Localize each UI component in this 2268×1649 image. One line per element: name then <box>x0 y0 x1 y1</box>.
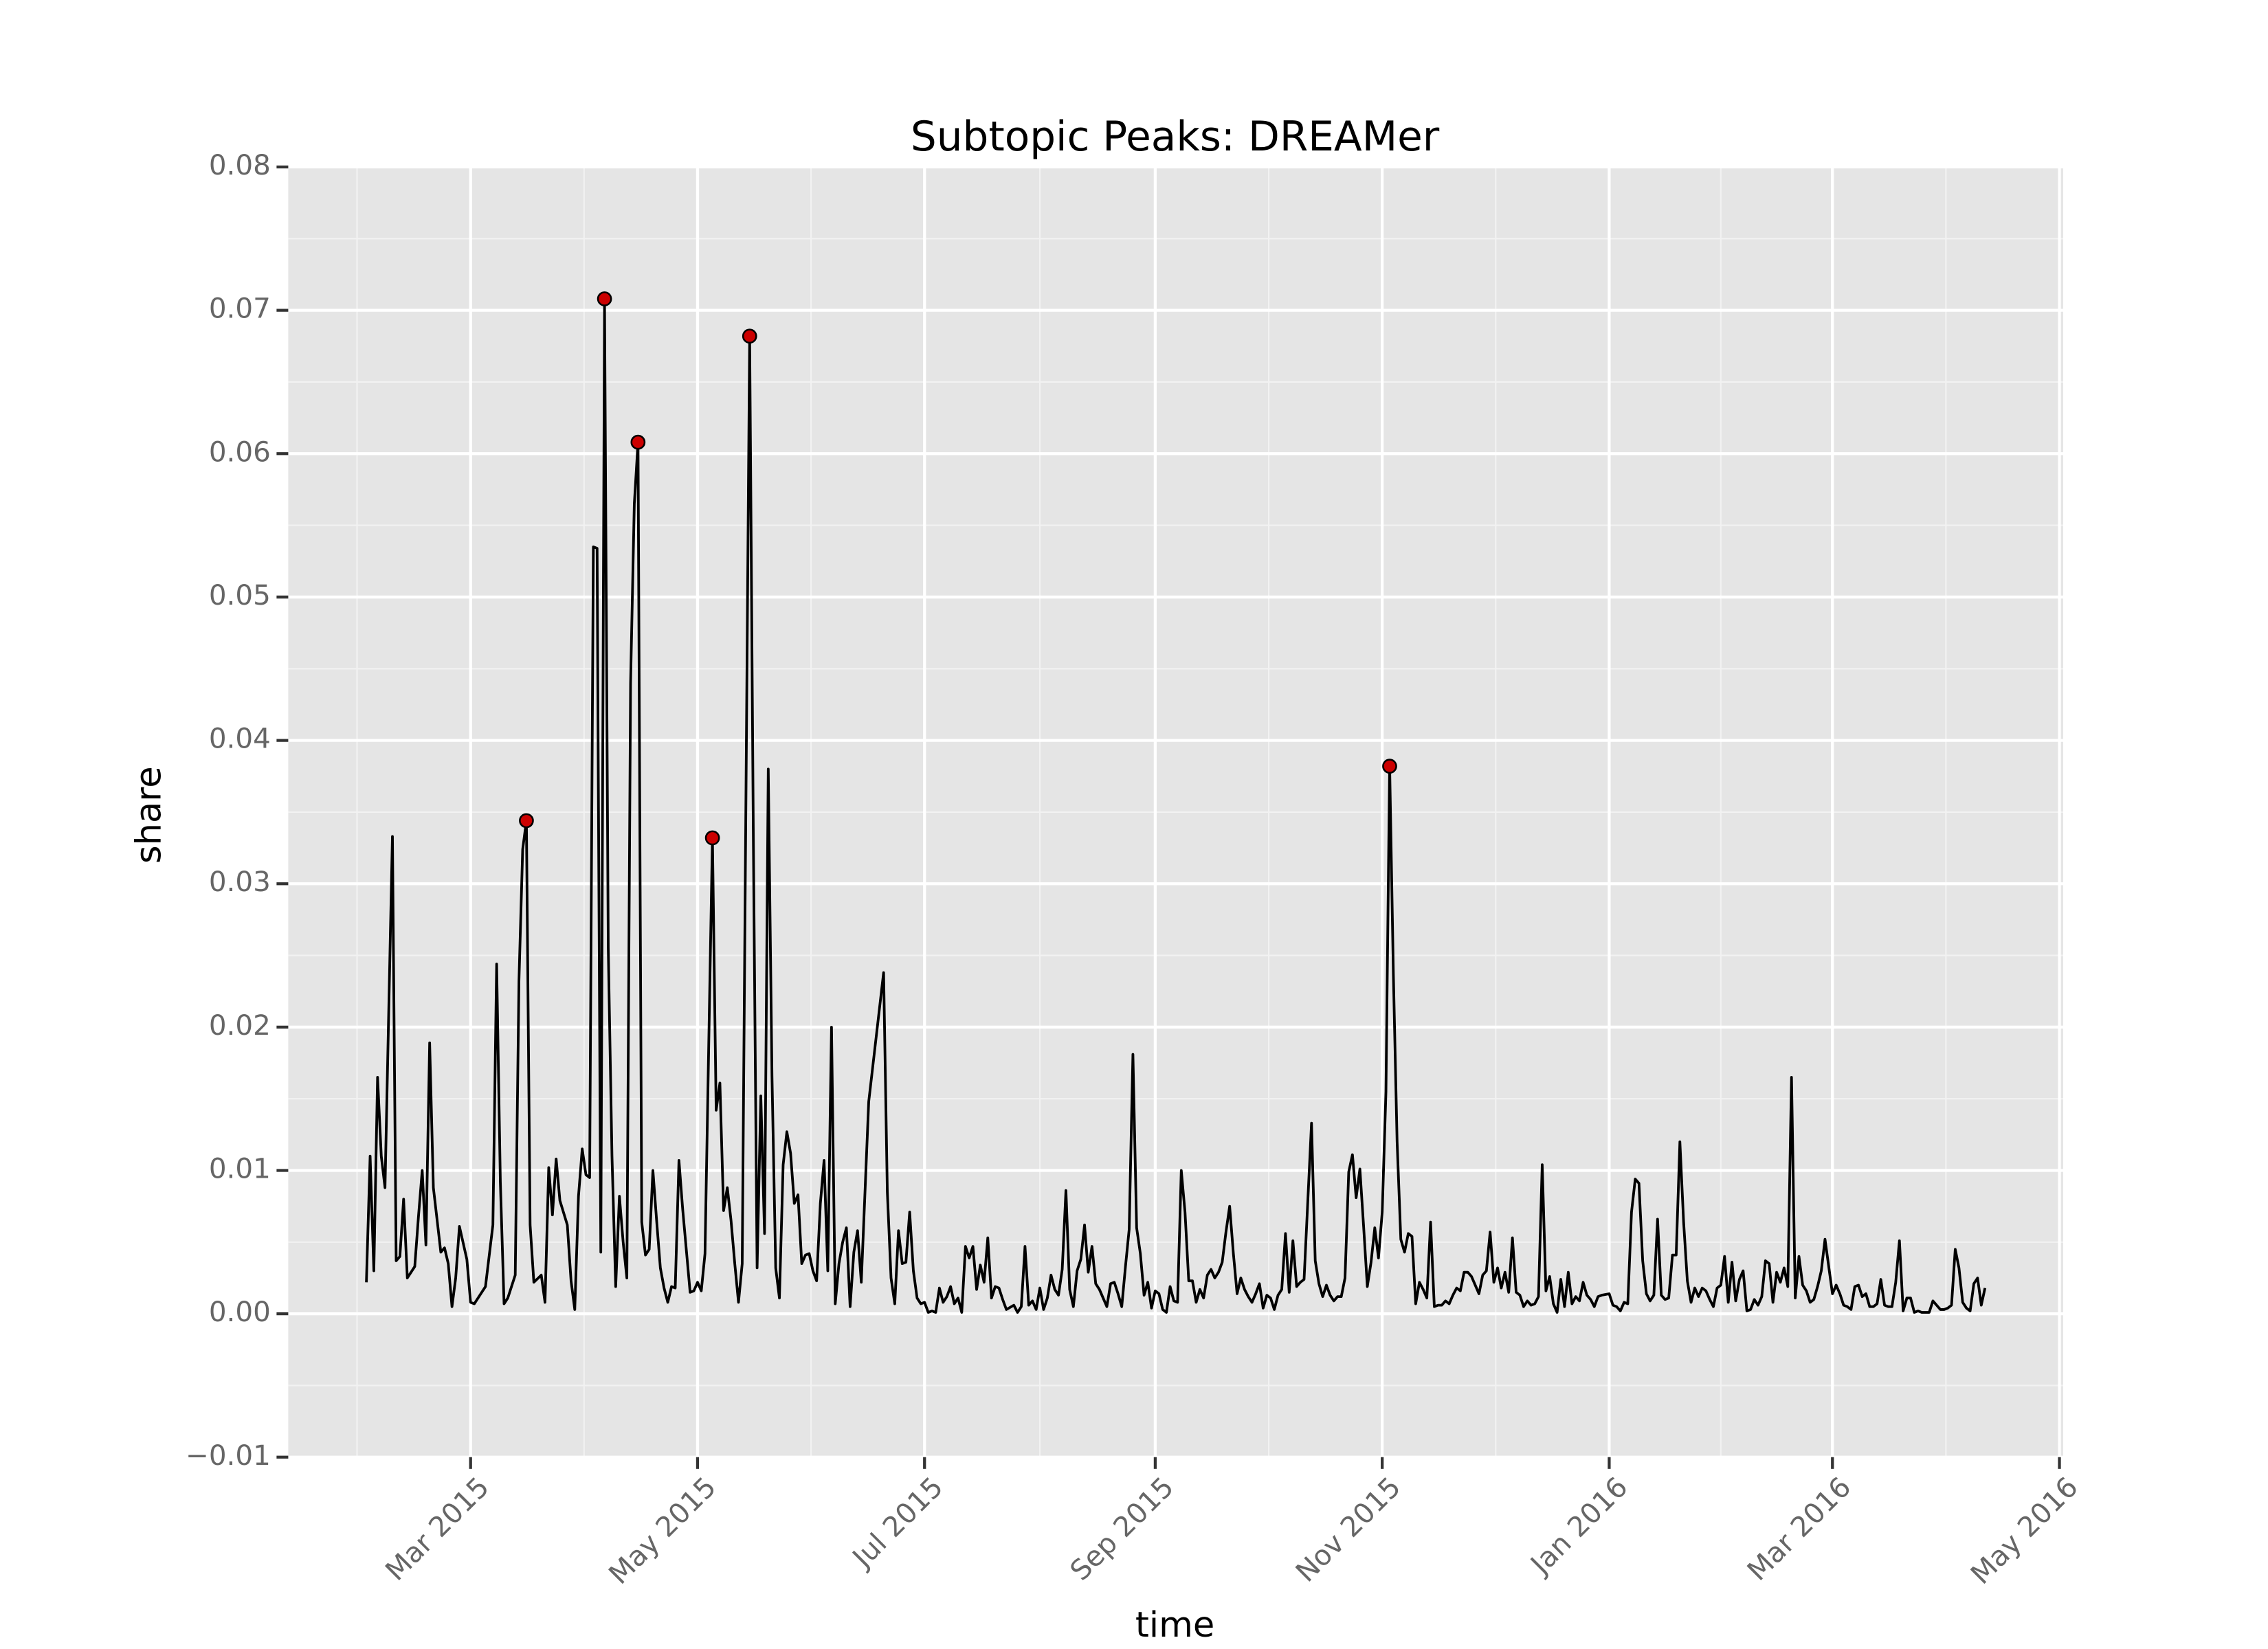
peak-point <box>742 328 757 344</box>
y-tick-label: 0.05 <box>209 579 271 612</box>
peak-point <box>1382 759 1397 774</box>
peak-point <box>630 434 646 450</box>
y-tick-label: −0.01 <box>186 1439 271 1472</box>
peak-point <box>597 291 612 306</box>
y-tick-label: 0.06 <box>209 435 271 468</box>
y-tick-label: 0.01 <box>209 1152 271 1185</box>
data-line <box>365 298 1987 1314</box>
y-tick-label: 0.02 <box>209 1009 271 1042</box>
x-axis-title: time <box>1135 1605 1214 1646</box>
y-tick-label: 0.07 <box>209 292 271 325</box>
peak-point <box>519 813 534 829</box>
peak-point <box>704 830 720 846</box>
y-tick-label: 0.00 <box>209 1295 271 1328</box>
y-tick-label: 0.08 <box>209 148 271 181</box>
y-axis-title: share <box>129 766 169 864</box>
y-tick-label: 0.03 <box>209 865 271 898</box>
chart-title: Subtopic Peaks: DREAMer <box>911 113 1440 161</box>
y-tick-label: 0.04 <box>209 722 271 755</box>
